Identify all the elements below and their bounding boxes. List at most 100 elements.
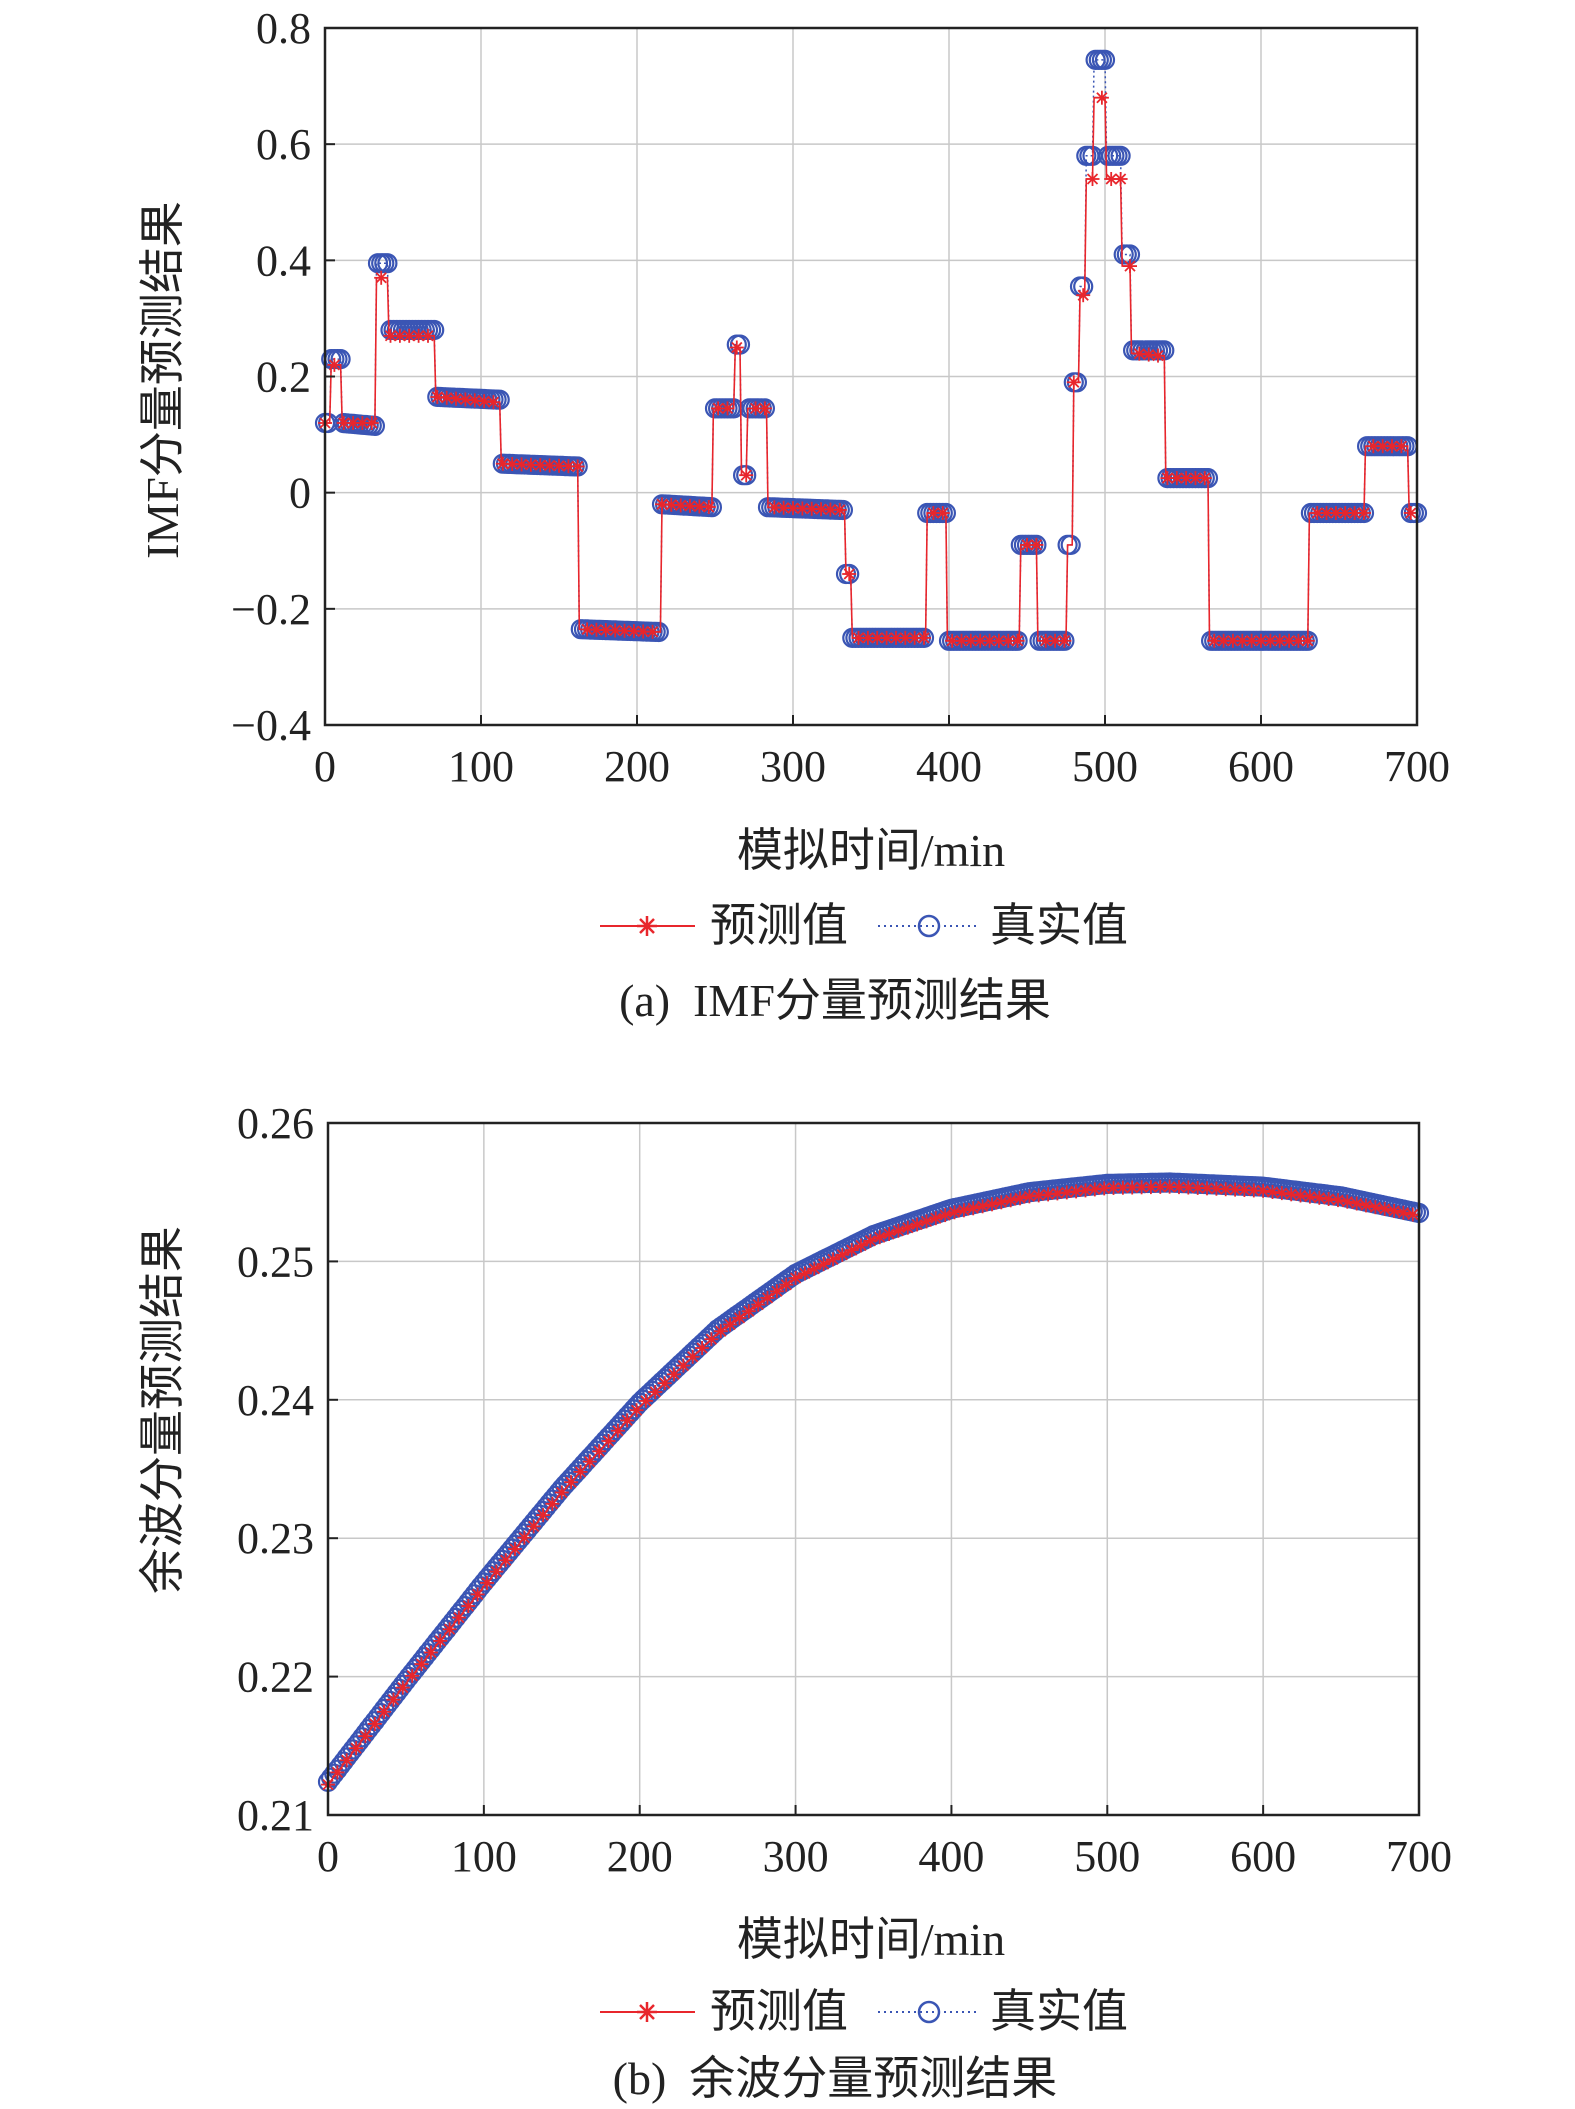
asterisk-stroke <box>1369 1201 1382 1213</box>
asterisk-stroke <box>403 330 415 342</box>
asterisk-stroke <box>846 1244 858 1256</box>
predicted-point <box>695 1341 710 1355</box>
asterisk-stroke <box>712 402 724 415</box>
predicted-point <box>1312 1190 1327 1205</box>
asterisk-stroke <box>1114 173 1127 185</box>
asterisk-stroke <box>815 503 827 515</box>
asterisk-stroke <box>384 330 397 342</box>
panel-a-x-ticks: 0 100 200 300 400 500 600 700 <box>314 715 1450 791</box>
y-tick-label: 0.21 <box>237 1791 314 1840</box>
asterisk-stroke <box>771 1285 783 1297</box>
asterisk-stroke <box>1285 1188 1297 1200</box>
y-tick-label: 0.6 <box>256 120 311 169</box>
asterisk-stroke <box>780 1279 792 1291</box>
predicted-point <box>480 1575 494 1590</box>
y-tick-label: 0.2 <box>256 353 311 402</box>
asterisk-stroke <box>487 396 500 408</box>
predicted-point <box>928 1211 943 1226</box>
panel-a-plot-area <box>314 49 1428 651</box>
asterisk-stroke <box>1086 173 1099 185</box>
asterisk-stroke <box>1189 472 1202 484</box>
asterisk-stroke <box>1199 472 1211 484</box>
predicted-point <box>405 1668 420 1683</box>
predicted-point <box>685 1349 700 1364</box>
predicted-point <box>917 630 931 645</box>
x-tick-label: 300 <box>763 1832 829 1881</box>
predicted-point <box>757 401 772 416</box>
predicted-point <box>367 1716 382 1731</box>
asterisk-stroke <box>1014 1192 1026 1204</box>
asterisk-stroke <box>806 503 818 515</box>
asterisk-stroke <box>1107 1182 1120 1194</box>
predicted-point <box>383 328 398 343</box>
asterisk-stroke <box>646 626 659 638</box>
asterisk-stroke <box>834 504 846 516</box>
asterisk-stroke <box>843 568 855 580</box>
asterisk-stroke <box>827 1253 839 1266</box>
predicted-point <box>386 1692 401 1707</box>
asterisk-stroke <box>628 625 640 637</box>
asterisk-stroke <box>581 623 593 636</box>
predicted-point <box>938 1208 953 1223</box>
y-tick-label: 0.25 <box>237 1237 314 1286</box>
asterisk-stroke <box>1133 348 1145 360</box>
asterisk-stroke <box>871 632 883 644</box>
asterisk-stroke <box>761 1292 774 1304</box>
asterisk-stroke <box>948 1206 961 1218</box>
asterisk-stroke <box>412 330 425 342</box>
predicted-point <box>1197 471 1212 486</box>
asterisk-stroke <box>1002 635 1014 647</box>
predicted-point <box>573 1464 588 1479</box>
panel-b-legend: 预测值 真实值 <box>600 1986 1128 2037</box>
predicted-point <box>648 1385 663 1399</box>
asterisk-stroke <box>668 1368 680 1381</box>
asterisk-stroke <box>443 1623 456 1635</box>
asterisk-stroke <box>640 1395 652 1407</box>
asterisk-stroke <box>602 1435 615 1447</box>
legend-a-actual-label: 真实值 <box>990 900 1128 951</box>
actual-point <box>839 563 860 585</box>
asterisk-stroke <box>1257 1185 1269 1197</box>
panel-b-grid <box>327 1122 1420 1816</box>
asterisk-stroke <box>1182 1181 1194 1194</box>
predicted-point <box>832 502 847 517</box>
panel-b-xlabel: 模拟时间/min <box>737 1914 1005 1965</box>
asterisk-stroke <box>1397 1207 1410 1219</box>
predicted-point <box>1331 1193 1345 1208</box>
predicted-point <box>517 1530 532 1545</box>
predicted-point <box>442 1622 457 1637</box>
asterisk-stroke <box>1294 1189 1307 1202</box>
asterisk-stroke <box>366 417 378 429</box>
predicted-point <box>552 458 566 473</box>
asterisk-stroke <box>909 632 921 644</box>
predicted-point <box>486 395 501 410</box>
asterisk-stroke <box>684 500 696 512</box>
asterisk-stroke <box>572 460 584 473</box>
x-tick-label: 400 <box>918 1832 984 1881</box>
asterisk-stroke <box>1351 1197 1363 1210</box>
predicted-point <box>1246 1183 1261 1198</box>
predicted-point <box>458 392 473 407</box>
predicted-point <box>1141 347 1156 362</box>
predicted-point <box>327 357 342 372</box>
asterisk-stroke <box>497 458 509 470</box>
predicted-point <box>451 1610 466 1625</box>
asterisk-stroke <box>955 635 968 647</box>
asterisk-stroke <box>1098 1182 1110 1195</box>
asterisk-stroke <box>880 632 893 644</box>
asterisk-stroke <box>974 635 986 647</box>
predicted-point <box>1302 1189 1317 1204</box>
predicted-point <box>1244 633 1259 648</box>
asterisk-stroke <box>1245 635 1258 647</box>
predicted-point <box>1300 633 1315 648</box>
asterisk-stroke <box>1266 1186 1279 1198</box>
asterisk-stroke <box>1070 1185 1082 1198</box>
predicted-point <box>713 1324 728 1339</box>
asterisk-stroke <box>1248 1184 1260 1197</box>
asterisk-stroke <box>986 1198 998 1210</box>
predicted-point <box>1038 633 1053 648</box>
x-tick-label: 600 <box>1230 1832 1296 1881</box>
asterisk-stroke <box>1180 472 1192 484</box>
asterisk-stroke <box>890 632 902 644</box>
x-tick-label: 100 <box>451 1832 517 1881</box>
